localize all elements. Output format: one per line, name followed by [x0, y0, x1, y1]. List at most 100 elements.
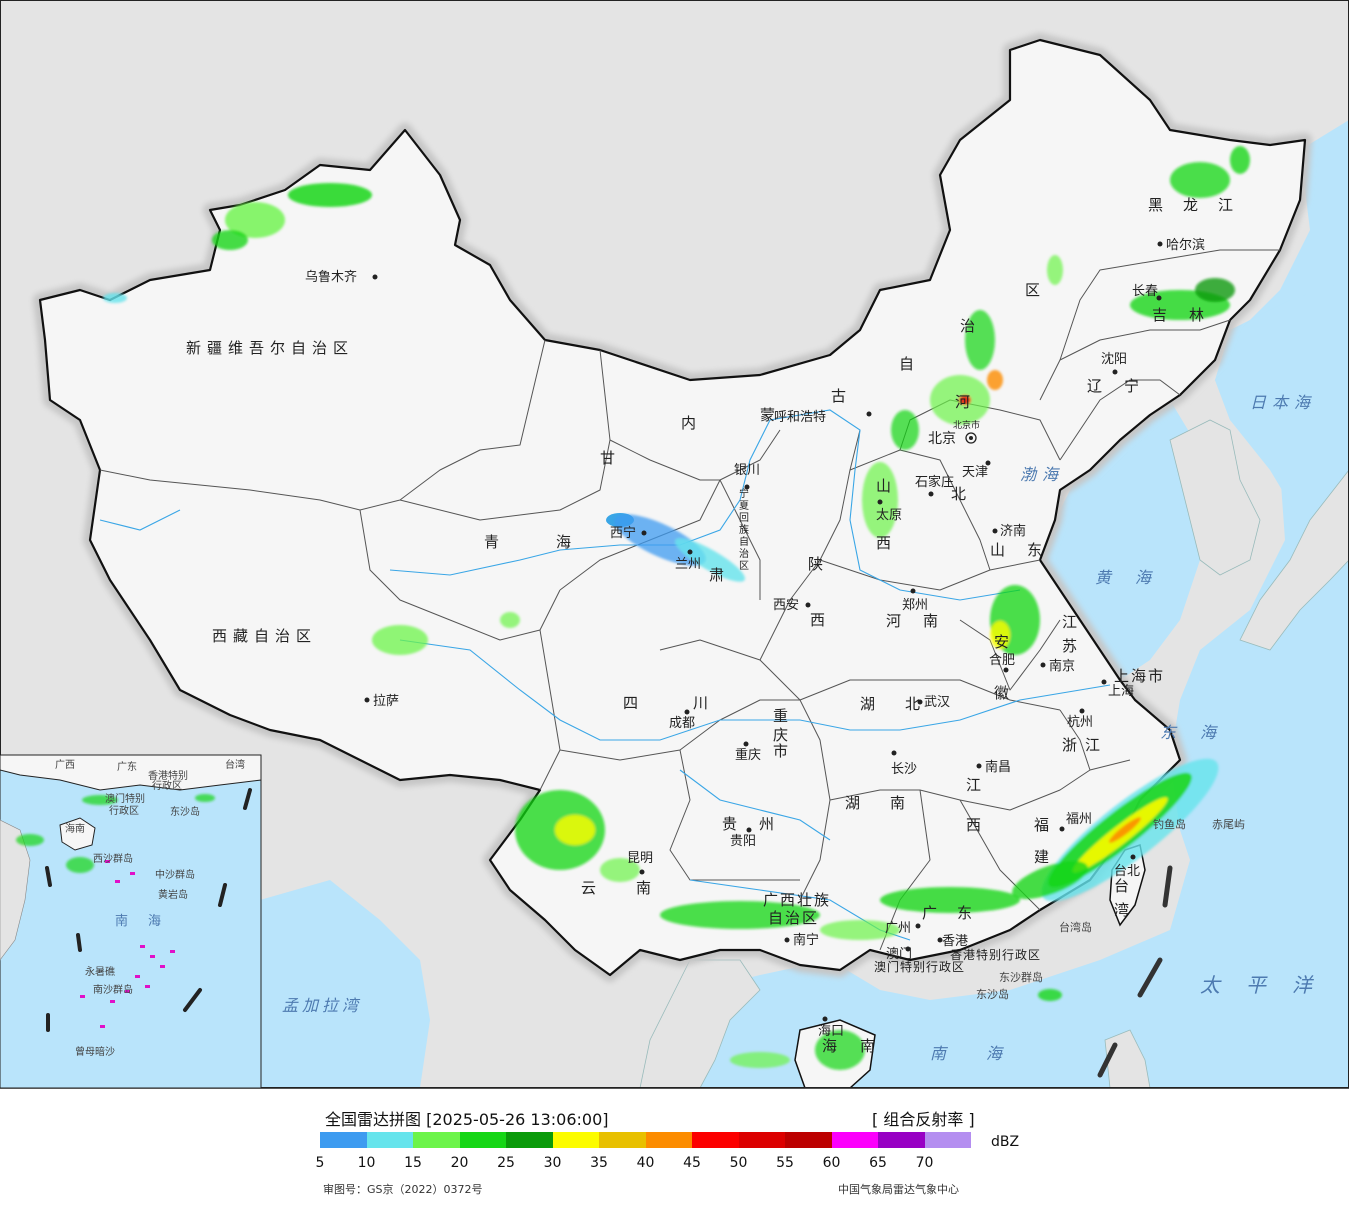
label-hainan-1: 海 — [822, 1037, 840, 1055]
label-anhui-1: 安 — [994, 633, 1012, 651]
label-sichuan: 四川 — [623, 694, 763, 712]
ocean-bay-of-bengal — [260, 880, 430, 1088]
scale-swatch — [878, 1132, 925, 1148]
label-guangxi-2: 自治区 — [768, 909, 819, 927]
label-hk-sar: 香港特别行政区 — [950, 947, 1041, 962]
label-ningxia-2: 夏 — [739, 500, 749, 512]
label-ningxia-7: 区 — [739, 560, 749, 572]
legend-title: 全国雷达拼图 [2025-05-26 13:06:00] — [325, 1110, 609, 1129]
label-nmg-2: 蒙 — [760, 406, 778, 424]
label-gansu-1: 甘 — [600, 449, 618, 467]
water-bohai: 渤海 — [1020, 465, 1064, 484]
label-chongqing-3: 市 — [773, 742, 791, 760]
scale-swatch — [738, 1132, 785, 1148]
inset-zengmu: 曾母暗沙 — [75, 1045, 115, 1058]
label-nmg-6: 区 — [1025, 281, 1043, 299]
scale-tick-label: 25 — [497, 1155, 515, 1171]
label-hainan-2: 南 — [860, 1037, 878, 1055]
scale-tick-label: 15 — [404, 1155, 422, 1171]
inset-yongshu: 永暑礁 — [85, 965, 115, 978]
scale-tick-label: 20 — [450, 1155, 469, 1171]
label-shandong: 山东 — [990, 541, 1064, 559]
water-donghai: 东海 — [1160, 723, 1240, 742]
scale-swatch — [506, 1132, 553, 1148]
city-beijing-shi: 北京市 — [953, 419, 980, 431]
label-guangxi-1: 广西壮族 — [763, 891, 831, 909]
city-xian: 西安 — [773, 598, 799, 613]
scale-swatch — [692, 1132, 739, 1148]
label-zhejiang: 浙江 — [1062, 736, 1108, 754]
city-lhasa: 拉萨 — [373, 694, 399, 709]
scale-swatch — [831, 1132, 878, 1148]
label-ningxia-5: 自 — [739, 535, 749, 548]
korea-land — [1169, 419, 1261, 576]
inset-mo: 澳门特别 — [105, 792, 145, 805]
scale-tick-label: 40 — [636, 1155, 655, 1171]
water-labels: 日本海 渤海 黄海 东海 太平洋 南海 孟加拉湾 — [282, 393, 1316, 1063]
inset-mo-2: 行政区 — [109, 804, 139, 817]
label-henan: 河南 — [886, 612, 960, 630]
city-hangzhou: 杭州 — [1067, 715, 1093, 730]
label-jiangxi-2: 西 — [966, 816, 984, 834]
scale-tick-label: 35 — [590, 1155, 608, 1171]
city-lanzhou: 兰州 — [675, 557, 701, 572]
inset-dongsha: 东沙岛 — [170, 805, 200, 818]
label-hunan: 湖南 — [845, 794, 935, 812]
scale-swatch — [320, 1132, 367, 1148]
label-qinghai-2: 海 — [556, 533, 574, 551]
label-nmg-1: 内 — [681, 414, 699, 432]
city-wuhan: 武汉 — [924, 695, 950, 710]
label-nmg-3: 古 — [831, 387, 849, 405]
approval-number: 审图号：GS京（2022）0372号 — [323, 1183, 483, 1196]
island-taiwandao: 台湾岛 — [1059, 920, 1092, 934]
city-macau: 澳门 — [886, 946, 912, 962]
label-qinghai-1: 青 — [484, 533, 502, 551]
label-jiangsu-2: 苏 — [1062, 637, 1080, 655]
radar-map: 新疆维吾尔自治区 西藏自治区 青 海 甘 肃 内 蒙 古 自 治 区 黑龙江 吉… — [0, 0, 1349, 1088]
label-jilin: 吉林 — [1152, 306, 1226, 324]
maritime-boundary-dashes — [1097, 865, 1173, 1078]
scale-swatch — [552, 1132, 599, 1148]
city-jinan: 济南 — [1000, 523, 1026, 539]
label-hebei-1: 河 — [955, 393, 973, 411]
city-tianjin: 天津 — [962, 465, 988, 480]
water-nanhai: 南海 — [930, 1044, 1042, 1063]
china-land — [38, 38, 1307, 977]
city-guiyang: 贵阳 — [730, 834, 756, 849]
scale-tick-label: 55 — [776, 1155, 794, 1171]
legend-product: [ 组合反射率 ] — [872, 1110, 975, 1129]
label-xinjiang: 新疆维吾尔自治区 — [186, 339, 354, 357]
label-hebei-2: 北 — [951, 485, 969, 503]
city-chengdu: 成都 — [669, 716, 695, 731]
label-hubei: 湖北 — [860, 695, 950, 713]
scale-swatch — [366, 1132, 413, 1148]
label-shaanxi-2: 西 — [810, 611, 828, 629]
city-guangzhou: 广州 — [885, 921, 911, 936]
label-shanxi-1: 山 — [876, 477, 894, 495]
label-guangdong: 广东 — [922, 904, 992, 922]
inset-hainan: 海南 — [65, 822, 85, 835]
city-xining: 西宁 — [610, 525, 636, 541]
city-nanning: 南宁 — [793, 932, 819, 948]
city-hohhot: 呼和浩特 — [774, 410, 826, 425]
city-shenyang: 沈阳 — [1101, 352, 1127, 367]
city-taibei: 台北 — [1114, 864, 1140, 879]
label-heilongjiang: 黑龙江 — [1148, 196, 1253, 214]
label-jiangsu-1: 江 — [1062, 613, 1080, 631]
label-taiwan-1: 台 — [1114, 877, 1132, 895]
water-bengal: 孟加拉湾 — [282, 996, 362, 1015]
label-fujian-1: 福 — [1034, 816, 1052, 834]
label-chongqing-1: 重 — [773, 707, 791, 725]
island-dongsha-qundao: 东沙群岛 — [999, 970, 1043, 984]
label-anhui-2: 徽 — [994, 684, 1012, 702]
label-liaoning: 辽宁 — [1087, 377, 1161, 395]
label-taiwan-2: 湾 — [1114, 901, 1132, 919]
source-credit: 中国气象局雷达气象中心 — [838, 1183, 959, 1196]
label-xizang: 西藏自治区 — [212, 627, 317, 645]
label-yunnan: 云南 — [581, 879, 691, 897]
label-guizhou: 贵州 — [722, 815, 796, 833]
city-beijing: 北京 — [928, 431, 956, 447]
water-japan-sea: 日本海 — [1250, 393, 1316, 412]
city-changsha: 长沙 — [891, 762, 917, 777]
